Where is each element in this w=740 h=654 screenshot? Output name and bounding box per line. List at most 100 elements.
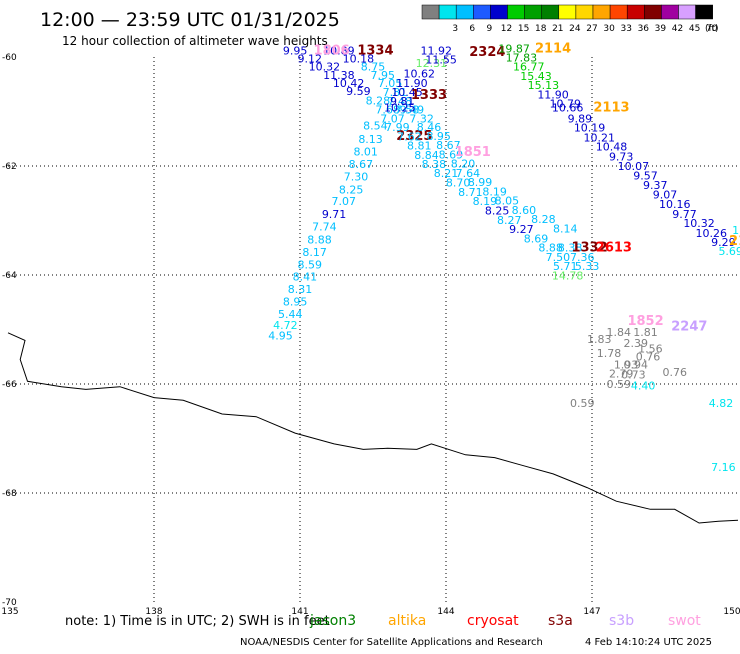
wave-height-label: 10.89 <box>323 44 355 57</box>
legend-swatch <box>695 4 713 20</box>
footer-credit: NOAA/NESDIS Center for Satellite Applica… <box>240 637 543 648</box>
wave-height-label: 15.13 <box>528 79 560 92</box>
wave-height-label: 9.27 <box>509 223 534 236</box>
wave-height-label: 11.90 <box>537 88 569 101</box>
wave-height-label: 1.93 <box>614 359 639 372</box>
legend-swatch <box>541 4 560 20</box>
wave-height-label: 1.83 <box>587 333 612 346</box>
wave-height-label: 0.94 <box>624 359 649 372</box>
wave-height-label: 7.62 <box>397 130 422 143</box>
x-tick-label: 150 <box>723 607 740 617</box>
wave-height-label: 8.21 <box>434 167 459 180</box>
pass-time-label: 1334 <box>357 43 393 58</box>
wave-height-label: 10.42 <box>333 77 365 90</box>
wave-height-label: 5.71 <box>553 260 578 273</box>
wave-height-label: 11.90 <box>396 77 428 90</box>
pass-time-label: 1806 <box>314 43 350 58</box>
satellite-label: altika <box>388 613 426 629</box>
wave-height-label: 9.59 <box>346 85 371 98</box>
legend-tick-label: 36 <box>638 24 650 34</box>
wave-height-label: 8.20 <box>451 158 476 171</box>
legend-swatch <box>678 4 696 20</box>
wave-height-label: 9.89 <box>568 112 593 125</box>
wave-height-label: 8.71 <box>458 186 483 199</box>
wave-height-label: 8.95 <box>283 296 308 309</box>
wave-height-label: 9.73 <box>609 151 634 164</box>
footer-note: note: 1) Time is in UTC; 2) SWH is in fe… <box>65 614 330 629</box>
wave-height-label: 0.59 <box>607 378 632 391</box>
pass-time-label: 21 <box>729 234 740 249</box>
wave-height-label: 7.58 <box>395 104 420 117</box>
pass-time-label: 1851 <box>455 145 491 160</box>
wave-height-label: 0.76 <box>662 366 687 379</box>
wave-height-label: 8.13 <box>358 133 383 146</box>
legend-tick-label: 39 <box>655 24 667 34</box>
wave-height-label: 5.44 <box>278 308 303 321</box>
wave-height-label: 8.69 <box>524 232 549 245</box>
wave-height-label: 1.56 <box>638 342 663 355</box>
wave-height-label: 10.07 <box>618 160 650 173</box>
wave-height-label: 8.19 <box>473 195 498 208</box>
wave-height-label: 8.41 <box>293 270 318 283</box>
wave-height-label: 7.32 <box>409 112 434 125</box>
wave-height-label: 10.26 <box>695 227 727 240</box>
wave-height-label: 0.59 <box>570 397 595 410</box>
wave-height-label: 8.84 <box>414 149 439 162</box>
wave-height-label: 17.83 <box>506 51 538 64</box>
wave-height-label: 11.38 <box>323 69 355 82</box>
legend-swatch <box>575 4 594 20</box>
wave-height-label: 9.95 <box>283 44 308 57</box>
legend-tick-label: 45 <box>689 24 700 34</box>
wave-height-label: 9.57 <box>633 170 658 183</box>
legend-swatch <box>455 4 474 20</box>
wave-height-label: 2.79 <box>609 367 634 380</box>
wave-height-label: 9.81 <box>390 95 415 108</box>
wave-height-label: 7.30 <box>344 171 369 184</box>
wave-height-label: 1.78 <box>597 347 622 360</box>
wave-height-label: 8.19 <box>482 185 507 198</box>
wave-height-label: 5.69 <box>718 245 740 258</box>
wave-height-label: 4.40 <box>631 379 656 392</box>
satellite-label: jason3 <box>309 613 356 629</box>
wave-height-label: 8.75 <box>361 61 386 74</box>
legend-swatch <box>524 4 542 20</box>
wave-height-label: 5.33 <box>575 260 600 273</box>
wave-height-label: 9.49 <box>400 104 425 117</box>
legend-swatch <box>473 4 491 20</box>
legend-tick-label: 33 <box>620 24 631 34</box>
wave-height-label: 1.84 <box>607 326 632 339</box>
wave-height-label: 7.50 <box>546 251 571 264</box>
y-tick-label: -62 <box>2 162 17 172</box>
wave-height-label: 4.82 <box>709 397 734 410</box>
wave-height-label: 0.76 <box>636 351 661 364</box>
wave-height-label: 8.25 <box>485 205 510 218</box>
wave-height-label: 9.29 <box>711 236 736 249</box>
pass-time-label: 2325 <box>396 129 432 144</box>
satellite-label: s3a <box>548 613 573 629</box>
wave-height-label: 9.71 <box>322 208 347 221</box>
wave-height-label: 7.48 <box>388 95 413 108</box>
pass-time-label: 2247 <box>671 320 707 335</box>
legend-tick-label: 24 <box>569 24 581 34</box>
pass-time-label: 1332 <box>571 241 607 256</box>
y-tick-label: -66 <box>2 380 17 390</box>
legend-tick-label: 9 <box>487 24 493 34</box>
pass-time-label: 2613 <box>596 241 632 256</box>
wave-height-label: 8.14 <box>553 222 578 235</box>
x-tick-label: 135 <box>1 607 18 617</box>
pass-time-label: 1333 <box>411 88 447 103</box>
wave-height-label: 10.79 <box>549 98 581 111</box>
wave-height-label: 14.78 <box>552 269 584 282</box>
legend-tick-label: 3 <box>452 24 458 34</box>
x-tick-label: 144 <box>437 607 454 617</box>
y-tick-label: -70 <box>2 598 17 608</box>
legend-swatch <box>558 4 577 20</box>
wave-height-label: 2.39 <box>624 337 649 350</box>
legend-tick-label: 30 <box>603 24 615 34</box>
legend-swatch <box>490 4 508 20</box>
wave-height-label: 11.55 <box>425 54 457 67</box>
wave-height-label: 7.07 <box>380 112 405 125</box>
y-tick-label: -60 <box>2 53 17 63</box>
wave-height-label: 10.18 <box>343 52 375 65</box>
